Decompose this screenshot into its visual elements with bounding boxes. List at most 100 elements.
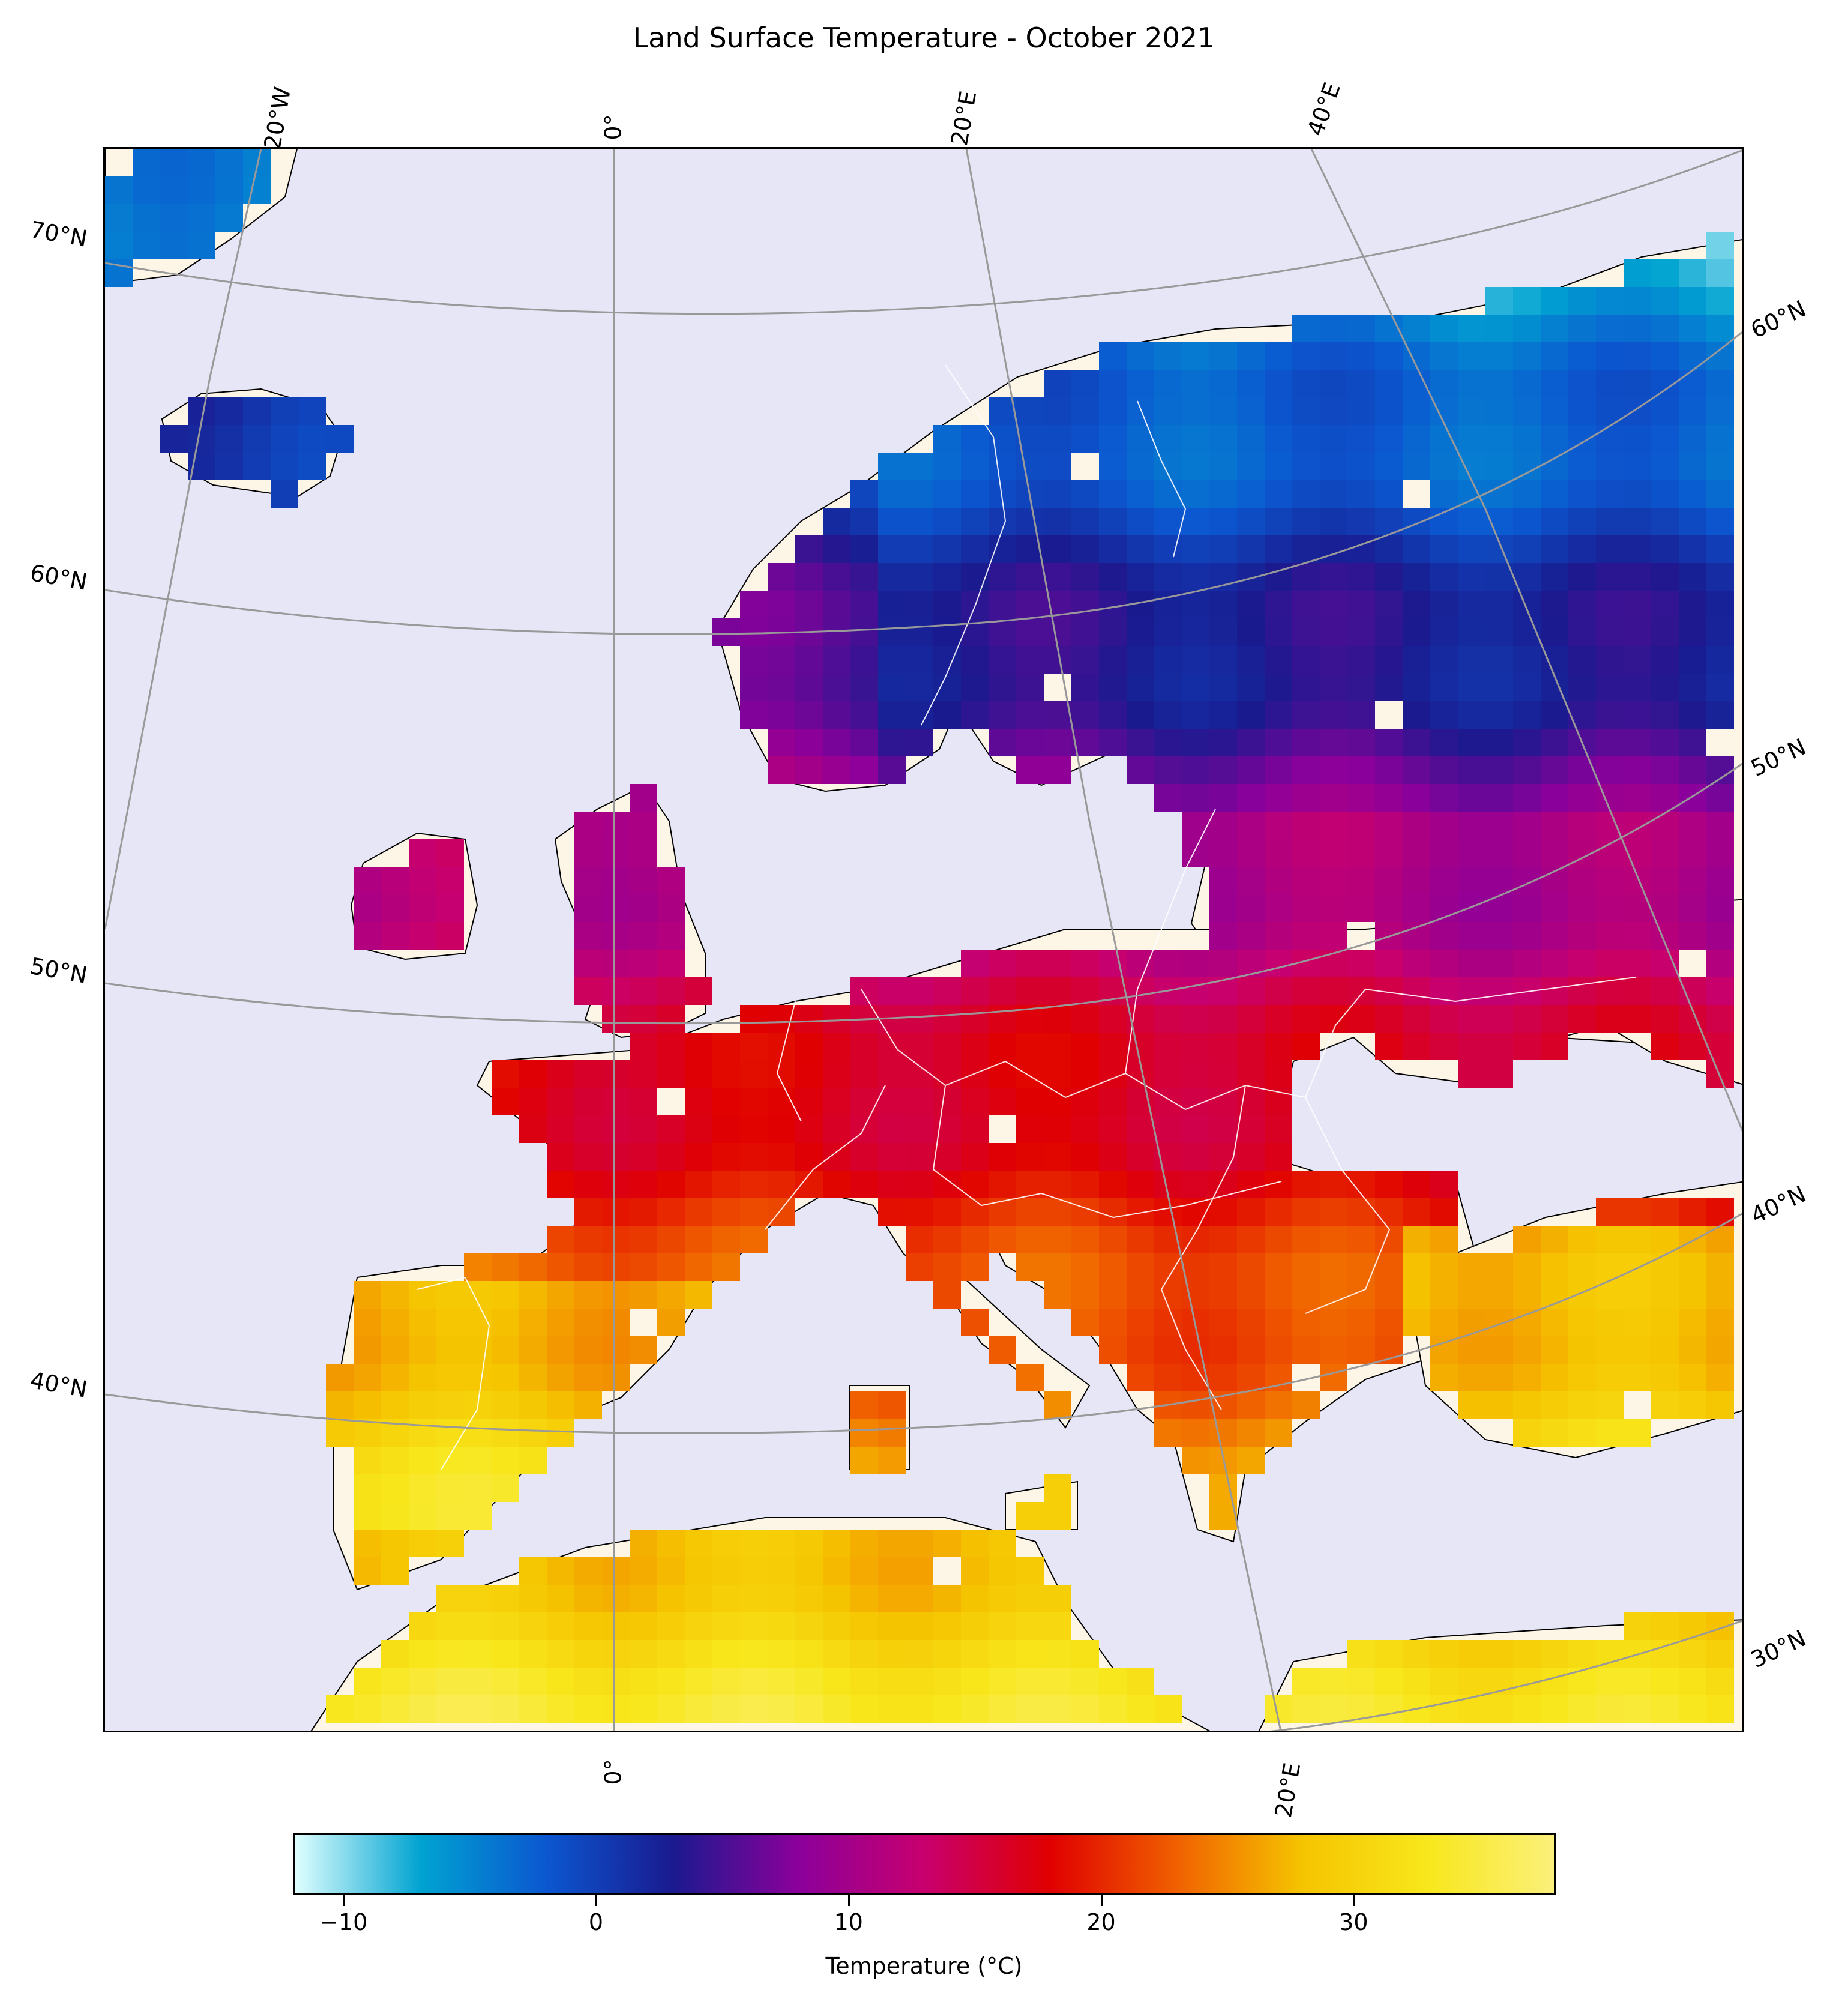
temperature-cell	[1624, 618, 1651, 646]
temperature-cell	[1568, 867, 1596, 894]
temperature-cell	[1706, 1198, 1734, 1226]
temperature-cell	[574, 1336, 602, 1364]
temperature-cell	[1485, 867, 1513, 894]
temperature-cell	[768, 1640, 795, 1668]
temperature-cell	[1375, 1640, 1403, 1668]
temperature-cell	[1651, 397, 1679, 425]
temperature-cell	[1237, 729, 1265, 756]
temperature-cell	[630, 1005, 657, 1033]
temperature-cell	[878, 591, 906, 618]
temperature-cell	[1568, 287, 1596, 315]
temperature-cell	[768, 1585, 795, 1612]
temperature-cell	[906, 701, 933, 729]
temperature-cell	[1651, 1668, 1679, 1695]
temperature-cell	[1182, 1281, 1209, 1309]
temperature-cell	[1568, 756, 1596, 784]
temperature-cell	[1596, 1391, 1624, 1419]
temperature-cell	[1375, 1695, 1403, 1723]
temperature-cell	[1568, 646, 1596, 674]
temperature-cell	[1541, 287, 1568, 315]
temperature-cell	[1044, 1253, 1071, 1281]
temperature-cell	[1375, 950, 1403, 977]
temperature-cell	[850, 701, 878, 729]
temperature-cell	[574, 1143, 602, 1171]
temperature-cell	[354, 1530, 381, 1557]
temperature-cell	[1651, 1226, 1679, 1253]
temperature-cell	[1430, 425, 1458, 453]
temperature-cell	[1458, 950, 1485, 977]
temperature-cell	[1624, 646, 1651, 674]
temperature-cell	[1292, 480, 1320, 508]
temperature-cell	[326, 1364, 354, 1391]
temperature-cell	[961, 1253, 989, 1281]
temperature-cell	[1182, 425, 1209, 453]
temperature-cell	[492, 1585, 519, 1612]
temperature-cell	[1541, 839, 1568, 867]
temperature-cell	[1568, 535, 1596, 563]
temperature-cell	[1265, 922, 1292, 950]
map-area[interactable]	[103, 147, 1744, 1732]
temperature-cell	[1430, 1364, 1458, 1391]
temperature-cell	[1430, 315, 1458, 342]
temperature-cell	[1513, 867, 1541, 894]
temperature-cell	[271, 453, 298, 480]
temperature-cell	[1071, 1033, 1099, 1060]
temperature-cell	[1237, 1033, 1265, 1060]
temperature-cell	[906, 508, 933, 535]
temperature-cell	[436, 1530, 464, 1557]
temperature-cell	[1209, 646, 1237, 674]
temperature-cell	[1209, 563, 1237, 591]
temperature-cell	[768, 674, 795, 701]
temperature-cell	[1127, 1198, 1154, 1226]
temperature-cell	[1265, 535, 1292, 563]
temperature-cell	[1706, 1005, 1734, 1033]
temperature-cell	[1430, 1005, 1458, 1033]
temperature-cell	[1347, 1309, 1375, 1336]
temperature-cell	[1403, 618, 1430, 646]
temperature-cell	[1265, 1226, 1292, 1253]
temperature-cell	[1430, 1668, 1458, 1695]
temperature-cell	[630, 977, 657, 1005]
temperature-cell	[188, 204, 215, 232]
temperature-cell	[630, 1088, 657, 1115]
lat-label-left-60n: 60°N	[28, 559, 89, 595]
temperature-cell	[1237, 1143, 1265, 1171]
temperature-cell	[1624, 563, 1651, 591]
temperature-cell	[850, 618, 878, 646]
temperature-cell	[850, 563, 878, 591]
temperature-cell	[436, 922, 464, 950]
border-line	[1305, 977, 1636, 1098]
temperature-cell	[1265, 591, 1292, 618]
temperature-cell	[1513, 1668, 1541, 1695]
temperature-cell	[1292, 812, 1320, 839]
temperature-cell	[933, 977, 961, 1005]
temperature-cell	[160, 176, 188, 204]
temperature-cell	[519, 1281, 547, 1309]
temperature-cell	[1265, 1309, 1292, 1336]
temperature-cell	[1485, 1281, 1513, 1309]
temperature-cell	[933, 508, 961, 535]
temperature-cell	[1513, 701, 1541, 729]
temperature-cell	[1430, 839, 1458, 867]
temperature-cell	[1458, 1391, 1485, 1419]
temperature-cell	[1320, 646, 1347, 674]
temperature-cell	[547, 1640, 574, 1668]
temperature-cell	[1706, 232, 1734, 259]
temperature-cell	[850, 729, 878, 756]
temperature-cell	[1375, 480, 1403, 508]
temperature-cell	[685, 1115, 712, 1143]
temperature-cell	[1320, 922, 1347, 950]
temperature-cell	[906, 1088, 933, 1115]
temperature-cell	[1044, 1474, 1071, 1502]
temperature-cell	[1237, 618, 1265, 646]
temperature-cell	[768, 1557, 795, 1585]
temperature-cell	[823, 756, 850, 784]
temperature-cell	[1375, 425, 1403, 453]
temperature-cell	[1679, 370, 1706, 397]
temperature-cell	[1182, 535, 1209, 563]
temperature-cell	[1541, 1419, 1568, 1447]
temperature-cell	[1430, 618, 1458, 646]
temperature-cell	[657, 1253, 685, 1281]
parallel-70n	[105, 149, 1742, 315]
temperature-cell	[574, 1060, 602, 1088]
